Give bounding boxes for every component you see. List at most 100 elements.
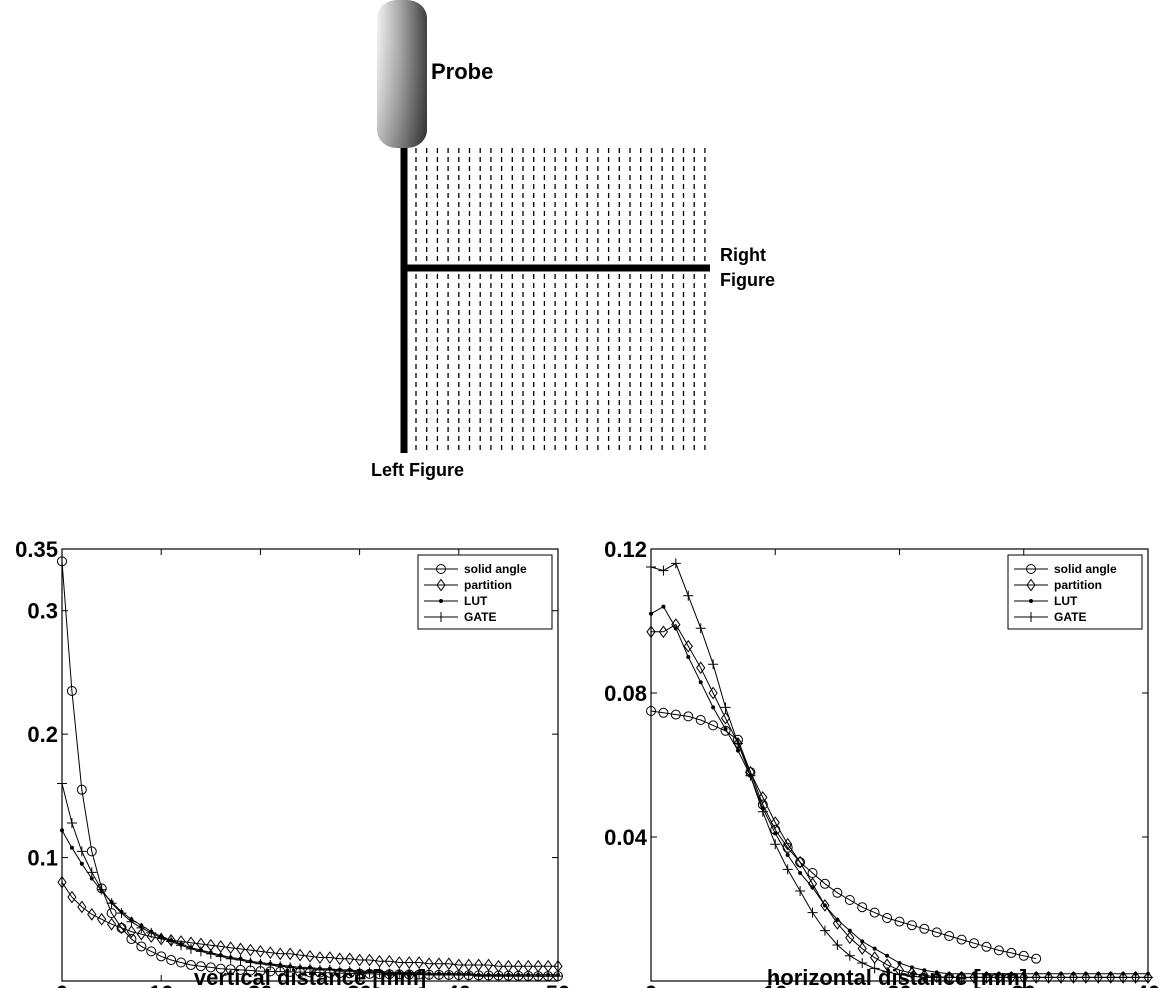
y-tick-label: 0.2	[27, 722, 58, 747]
data-point-plus	[126, 916, 137, 927]
data-point-diamond	[474, 958, 484, 972]
data-point-plus	[493, 971, 504, 982]
data-point-circle	[981, 941, 992, 952]
x-tick-label: 40	[1136, 981, 1159, 988]
data-point-plus	[305, 963, 315, 974]
data-point-circle	[646, 706, 656, 716]
x-tick-label: 0	[645, 981, 657, 988]
series-line	[61, 783, 558, 977]
data-point-circle	[205, 962, 216, 973]
data-point-plus	[1093, 972, 1104, 983]
right-chart-ticks	[650, 548, 1149, 981]
y-tick-label: 0.35	[15, 537, 58, 562]
left-figure-label: Left Figure	[371, 460, 464, 480]
data-point-diamond	[1068, 971, 1079, 984]
data-point-plus	[807, 907, 818, 918]
data-point-plus	[106, 898, 117, 909]
data-point-circle	[869, 907, 880, 918]
y-tick-label: 0.1	[27, 846, 58, 871]
left-chart-frame	[61, 548, 559, 982]
data-point-plus	[646, 562, 656, 572]
data-point-diamond	[126, 925, 137, 938]
data-point-circle	[720, 725, 731, 736]
data-point-plus	[314, 964, 325, 975]
data-point-circle	[1018, 950, 1029, 961]
y-tick-label: 0.04	[604, 825, 648, 850]
data-point-circle	[956, 934, 967, 945]
data-point-dot	[798, 871, 803, 875]
data-point-circle	[126, 934, 137, 945]
data-point-circle	[832, 887, 843, 898]
data-point-plus	[76, 846, 87, 857]
data-point-plus	[433, 969, 444, 980]
data-point-diamond	[957, 971, 967, 984]
data-point-circle	[894, 916, 905, 927]
data-point-diamond	[394, 956, 404, 969]
data-point-circle	[106, 908, 117, 919]
data-point-plus	[86, 867, 97, 878]
legend-label: partition	[1054, 578, 1102, 592]
data-point-diamond	[116, 921, 127, 935]
data-point-plus	[795, 886, 806, 896]
series-line	[61, 882, 558, 967]
data-point-diamond	[820, 899, 830, 912]
data-point-plus	[364, 967, 375, 978]
data-point-circle	[76, 784, 87, 795]
data-point-plus	[96, 884, 107, 895]
data-point-circle	[176, 957, 187, 968]
data-point-plus	[255, 958, 266, 969]
data-point-circle	[136, 941, 147, 952]
data-point-plus	[156, 932, 167, 943]
data-point-circle	[906, 920, 917, 931]
data-point-diamond	[436, 578, 446, 592]
data-point-plus	[116, 908, 127, 919]
data-point-plus	[295, 963, 306, 974]
data-point-plus	[533, 971, 544, 982]
data-point-circle	[919, 923, 930, 934]
data-point-dot	[673, 626, 678, 631]
series-gate	[646, 558, 1153, 983]
data-point-diamond	[758, 791, 768, 804]
series-line	[651, 623, 1148, 978]
data-point-plus	[245, 957, 256, 968]
data-point-plus	[732, 738, 743, 749]
data-point-diamond	[770, 816, 780, 829]
data-point-diamond	[1118, 971, 1128, 984]
data-point-dot	[909, 965, 914, 970]
data-point-circle	[66, 685, 77, 696]
data-point-circle	[708, 720, 719, 731]
data-point-diamond	[424, 957, 434, 971]
data-point-diamond	[384, 954, 394, 968]
left-chart-tick-labels: 0 10 20 30 40 50 0.1 0.2 0.3 0.35	[15, 537, 570, 988]
data-point-plus	[882, 967, 893, 977]
series-gate	[57, 778, 563, 982]
data-point-circle	[1006, 947, 1017, 958]
data-point-plus	[66, 818, 77, 829]
data-point-dot	[439, 599, 443, 603]
data-point-diamond	[305, 949, 315, 963]
x-tick-label: 10	[149, 981, 173, 988]
x-tick-label: 30	[347, 981, 371, 988]
data-point-plus	[670, 558, 681, 569]
right-chart-legend: solid angle partition LUT GATE	[1007, 554, 1143, 630]
right-chart: 0 10 20 30 40 0.04 0.08 0.12 solid angle partiti…	[604, 537, 1159, 988]
data-point-plus	[205, 948, 216, 959]
data-point-diamond	[67, 890, 77, 904]
data-point-plus	[344, 966, 355, 977]
data-point-diamond	[325, 951, 335, 964]
x-tick-label: 10	[763, 981, 787, 988]
data-point-plus	[424, 969, 435, 980]
data-point-diamond	[414, 956, 424, 969]
data-point-diamond	[444, 957, 454, 971]
data-point-diamond	[295, 948, 305, 962]
x-tick-label: 20	[887, 981, 911, 988]
data-point-circle	[819, 878, 830, 889]
data-point-plus	[523, 971, 534, 982]
probe-icon	[377, 0, 427, 148]
data-point-diamond	[708, 686, 718, 700]
left-chart: 0 10 20 30 40 50 0.1 0.2 0.3 0.35 solid angle part…	[15, 537, 570, 988]
data-point-dot	[69, 845, 74, 850]
data-point-dot	[785, 853, 790, 857]
left-chart-series	[57, 556, 563, 982]
